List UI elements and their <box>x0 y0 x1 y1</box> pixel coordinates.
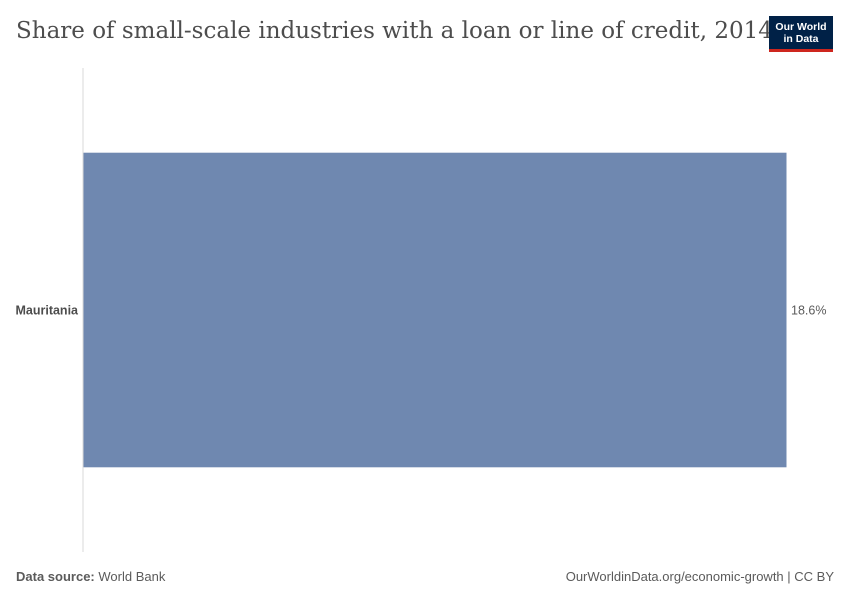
category-label: Mauritania <box>15 304 79 318</box>
logo-line-1: Our World <box>775 21 827 33</box>
chart-title: Share of small-scale industries with a l… <box>16 18 773 44</box>
value-label: 18.6% <box>791 304 826 318</box>
owid-logo[interactable]: Our World in Data <box>769 16 833 52</box>
data-source: Data source: World Bank <box>16 569 165 584</box>
logo-line-2: in Data <box>783 33 819 45</box>
footer-url[interactable]: OurWorldinData.org/economic-growth | CC … <box>565 569 834 584</box>
bars-layer: Mauritania 18.6% <box>15 152 826 468</box>
source-value[interactable]: World Bank <box>98 569 166 584</box>
bar-mauritania[interactable] <box>83 152 787 468</box>
source-label: Data source: <box>16 569 95 584</box>
